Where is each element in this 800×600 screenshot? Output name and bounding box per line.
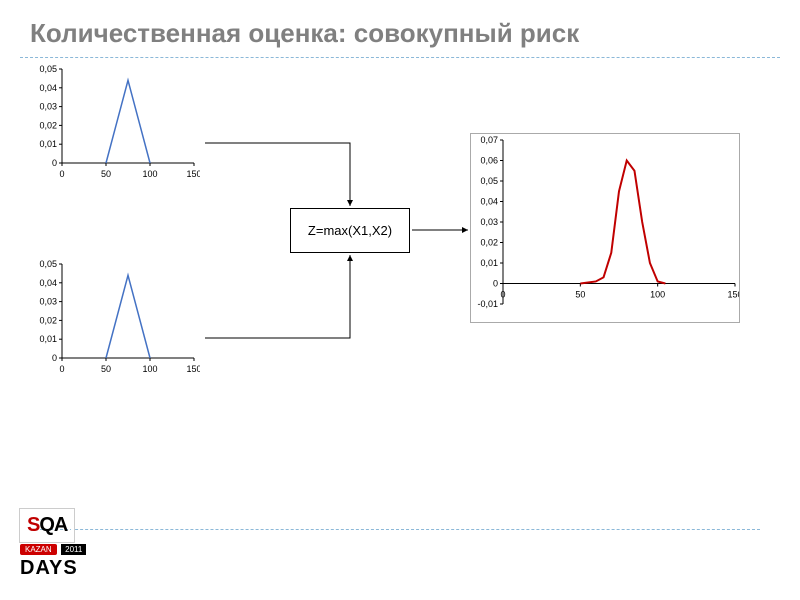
- svg-text:0: 0: [59, 364, 64, 374]
- chart-output: -0,0100,010,020,030,040,050,060,07050100…: [470, 133, 740, 323]
- svg-text:0,02: 0,02: [480, 238, 498, 248]
- function-box: Z=max(X1,X2): [290, 208, 410, 253]
- kazan-pill: KAZAN: [20, 544, 57, 555]
- function-label: Z=max(X1,X2): [308, 223, 392, 238]
- svg-text:0,04: 0,04: [39, 83, 57, 93]
- svg-text:0,05: 0,05: [480, 176, 498, 186]
- svg-text:100: 100: [142, 364, 157, 374]
- svg-text:0,01: 0,01: [39, 334, 57, 344]
- slide-title: Количественная оценка: совокупный риск: [0, 0, 800, 57]
- svg-text:0: 0: [52, 353, 57, 363]
- chart-input-top: 0 0,01 0,02 0,03 0,04 0,05 0 50 100 150: [30, 63, 200, 183]
- bottom-divider: [40, 529, 760, 530]
- svg-text:0,06: 0,06: [480, 156, 498, 166]
- chart-input-bottom: 0 0,01 0,02 0,03 0,04 0,05 0 50 100 150: [30, 258, 200, 378]
- svg-text:50: 50: [101, 169, 111, 179]
- svg-text:0: 0: [52, 158, 57, 168]
- svg-text:0,02: 0,02: [39, 316, 57, 326]
- logo-s: S: [27, 514, 39, 536]
- logo-days: DAYS: [20, 557, 110, 580]
- svg-text:150: 150: [186, 364, 200, 374]
- svg-text:0,03: 0,03: [39, 102, 57, 112]
- svg-text:50: 50: [575, 290, 585, 300]
- svg-text:100: 100: [142, 169, 157, 179]
- svg-text:150: 150: [727, 290, 740, 300]
- svg-text:0,03: 0,03: [39, 297, 57, 307]
- svg-text:-0,01: -0,01: [477, 299, 498, 309]
- svg-text:100: 100: [650, 290, 665, 300]
- svg-text:0: 0: [493, 279, 498, 289]
- svg-text:150: 150: [186, 169, 200, 179]
- svg-text:0,05: 0,05: [39, 64, 57, 74]
- svg-text:50: 50: [101, 364, 111, 374]
- sqa-days-logo: SQA KAZAN 2011 DAYS: [20, 509, 110, 580]
- year-pill: 2011: [61, 544, 86, 555]
- svg-text:0,02: 0,02: [39, 121, 57, 131]
- logo-qa: QA: [39, 514, 67, 536]
- svg-text:0: 0: [59, 169, 64, 179]
- svg-text:0,07: 0,07: [480, 135, 498, 145]
- svg-text:0,03: 0,03: [480, 217, 498, 227]
- svg-text:0,05: 0,05: [39, 259, 57, 269]
- svg-text:0,04: 0,04: [39, 278, 57, 288]
- svg-text:0,01: 0,01: [480, 258, 498, 268]
- diagram-area: 0 0,01 0,02 0,03 0,04 0,05 0 50 100 150 0 0,01 0,02…: [0, 58, 800, 488]
- svg-text:0,01: 0,01: [39, 139, 57, 149]
- svg-text:0,04: 0,04: [480, 197, 498, 207]
